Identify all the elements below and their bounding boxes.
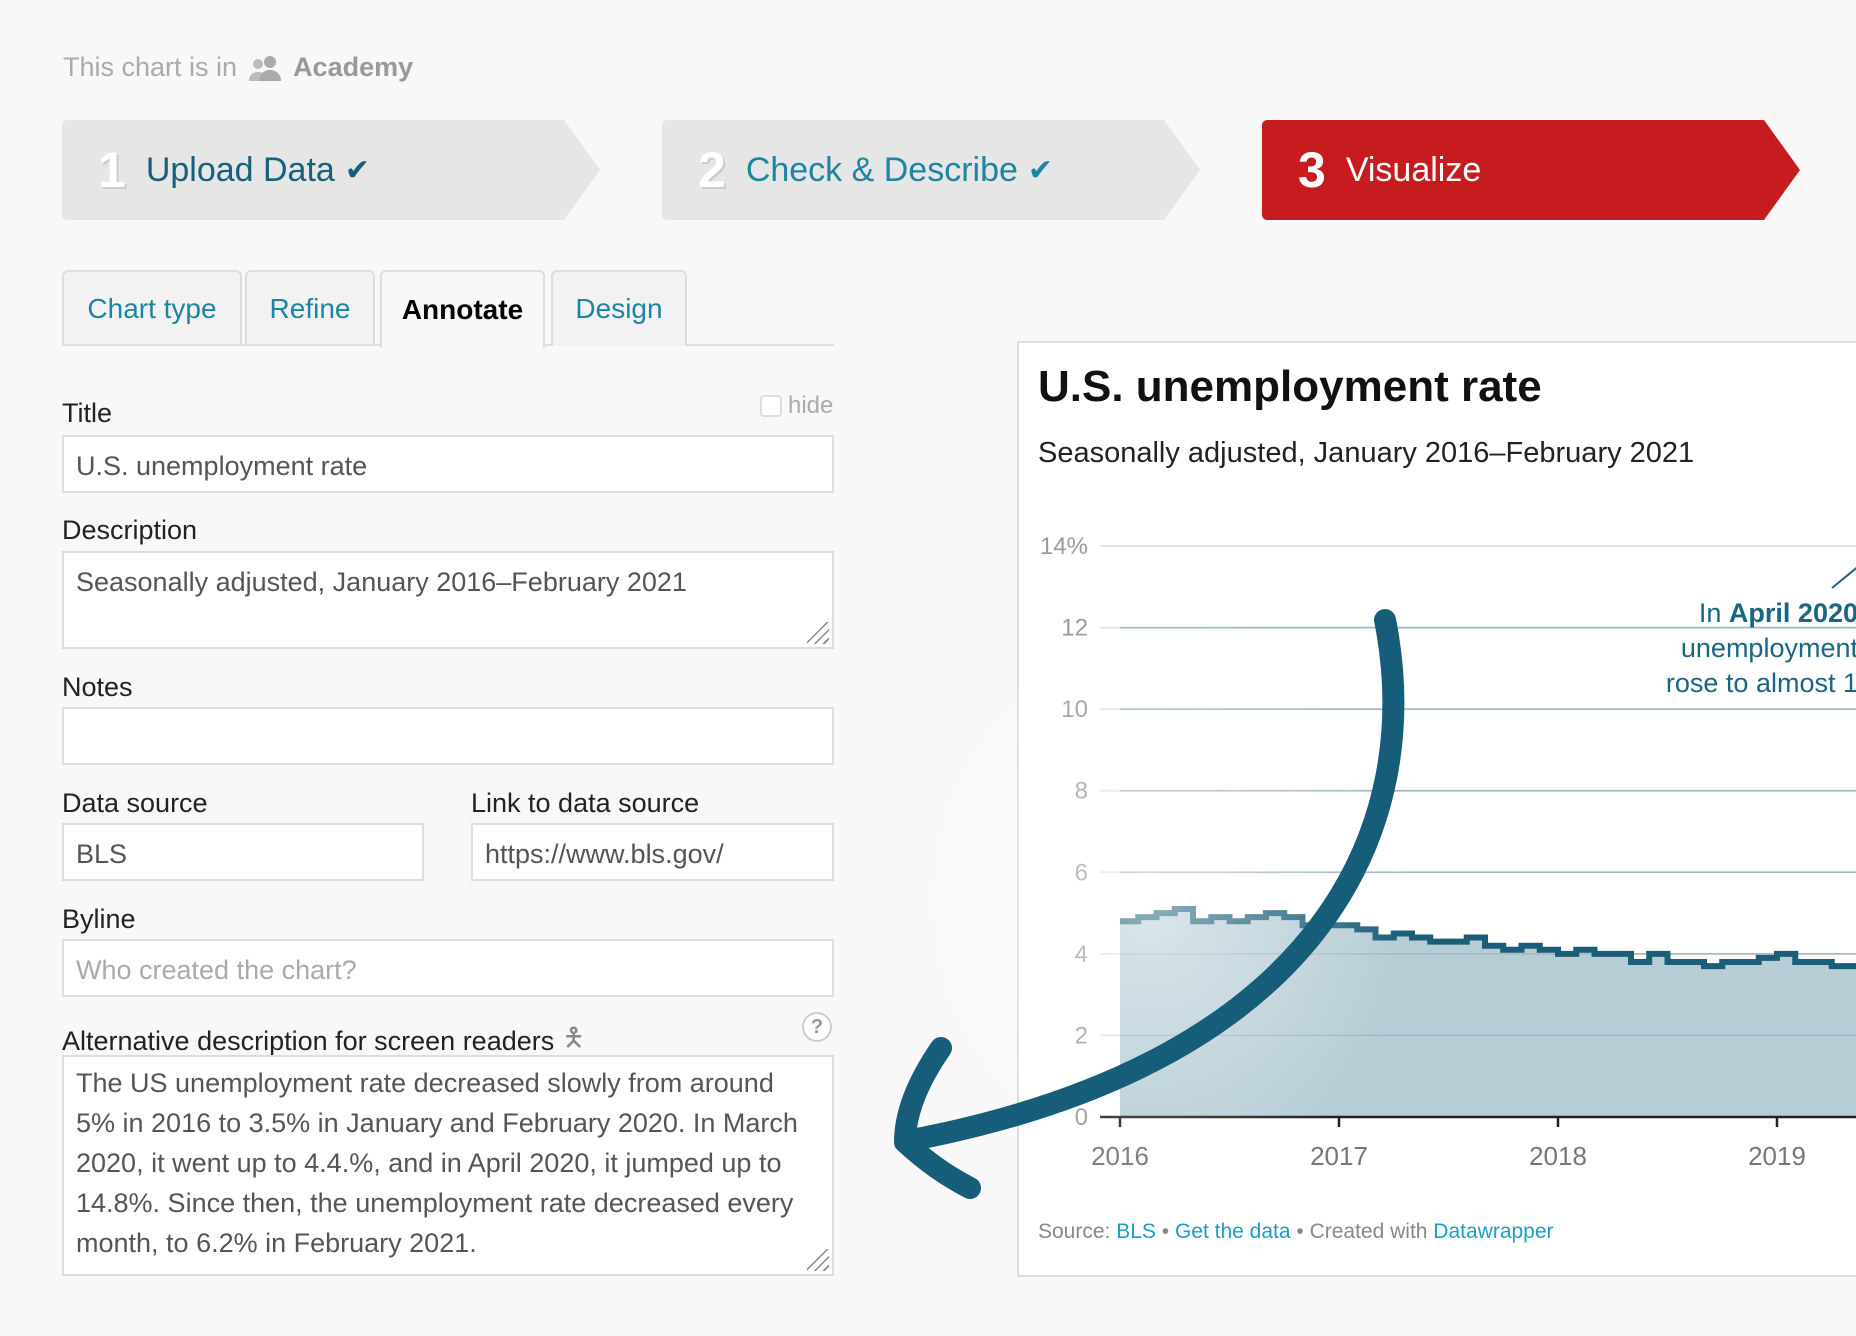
x-tick-label: 2018 [1529,1141,1587,1171]
hide-label: hide [788,392,834,419]
tab-refine[interactable]: Refine [245,270,375,346]
link-source-input[interactable]: https://www.bls.gov/ [471,823,834,881]
checkbox-icon[interactable] [760,395,782,417]
folder-context: This chart is in Academy [63,52,413,83]
data-source-label: Data source [62,788,208,818]
annotation-bold: April 2020 [1728,598,1856,628]
step-number: 3 [1298,142,1326,198]
separator: • [1155,1220,1175,1243]
byline-input[interactable]: Who created the chart? [62,939,834,997]
hide-title-checkbox[interactable]: hide [760,392,833,420]
x-tick-label: 2017 [1310,1141,1368,1171]
tab-annotate[interactable]: Annotate [380,270,545,348]
byline-label: Byline [62,904,136,934]
link-source-label: Link to data source [471,788,700,818]
description-value: Seasonally adjusted, January 2016–Februa… [76,567,687,597]
tab-design[interactable]: Design [551,270,687,346]
step-label: Visualize [1345,150,1482,189]
resize-handle-icon[interactable] [807,1249,829,1271]
chart-annotation: In April 2020 unemployment rose to almos… [1666,596,1856,701]
arrow-glow [890,600,1410,1200]
step-check-describe[interactable]: 2 Check & Describe ✔ [662,120,1200,220]
tab-chart-type[interactable]: Chart type [62,270,242,346]
get-data-link[interactable]: Get the data [1174,1220,1291,1243]
x-tick-label: 2019 [1748,1141,1806,1171]
help-icon[interactable]: ? [802,1012,832,1042]
annotation-text: In [1698,598,1729,628]
notes-label: Notes [62,672,133,702]
team-link[interactable]: Academy [293,52,414,82]
description-textarea[interactable]: Seasonally adjusted, January 2016–Februa… [62,551,834,649]
alt-text-textarea[interactable]: The US unemployment rate decreased slowl… [62,1055,834,1276]
annotation-line: rose to almost 1 [1665,668,1856,698]
step-label: Upload Data [145,150,335,189]
source-prefix: Source: [1038,1220,1117,1243]
title-input[interactable]: U.S. unemployment rate [62,435,834,493]
step-label: Check & Describe [745,150,1018,189]
context-prefix: This chart is in [63,52,238,82]
alt-text-value: The US unemployment rate decreased slowl… [76,1068,798,1258]
step-visualize[interactable]: 3 Visualize [1262,120,1800,220]
source-link[interactable]: BLS [1116,1220,1156,1243]
description-label: Description [62,515,198,545]
y-tick-label: 14% [1040,533,1088,560]
step-number: 2 [698,142,726,198]
step-number: 1 [98,142,126,198]
chart-title: U.S. unemployment rate [1038,362,1542,411]
alt-text-label: Alternative description for screen reade… [62,1025,555,1056]
notes-input[interactable] [62,707,834,765]
step-upload-data[interactable]: 1 Upload Data ✔ [62,120,600,220]
data-source-input[interactable]: BLS [62,823,424,881]
users-icon [249,55,282,81]
annotation-connector-line [1831,566,1856,589]
title-label: Title [62,398,113,428]
datawrapper-link[interactable]: Datawrapper [1433,1220,1554,1243]
checkmark-icon: ✔ [344,153,370,187]
chart-footer: Source: BLS • Get the data • Created wit… [1038,1220,1554,1244]
accessibility-icon: 🯅 [562,1022,586,1052]
curved-arrow-icon [894,609,1405,1199]
checkmark-icon: ✔ [1027,153,1054,187]
alt-text-label-row: Alternative description for screen reade… [62,1019,585,1063]
resize-handle-icon[interactable] [807,622,829,644]
chart-subtitle: Seasonally adjusted, January 2016–Februa… [1038,437,1695,469]
created-with-text: • Created with [1290,1220,1434,1243]
annotation-line: unemployment [1680,633,1856,663]
